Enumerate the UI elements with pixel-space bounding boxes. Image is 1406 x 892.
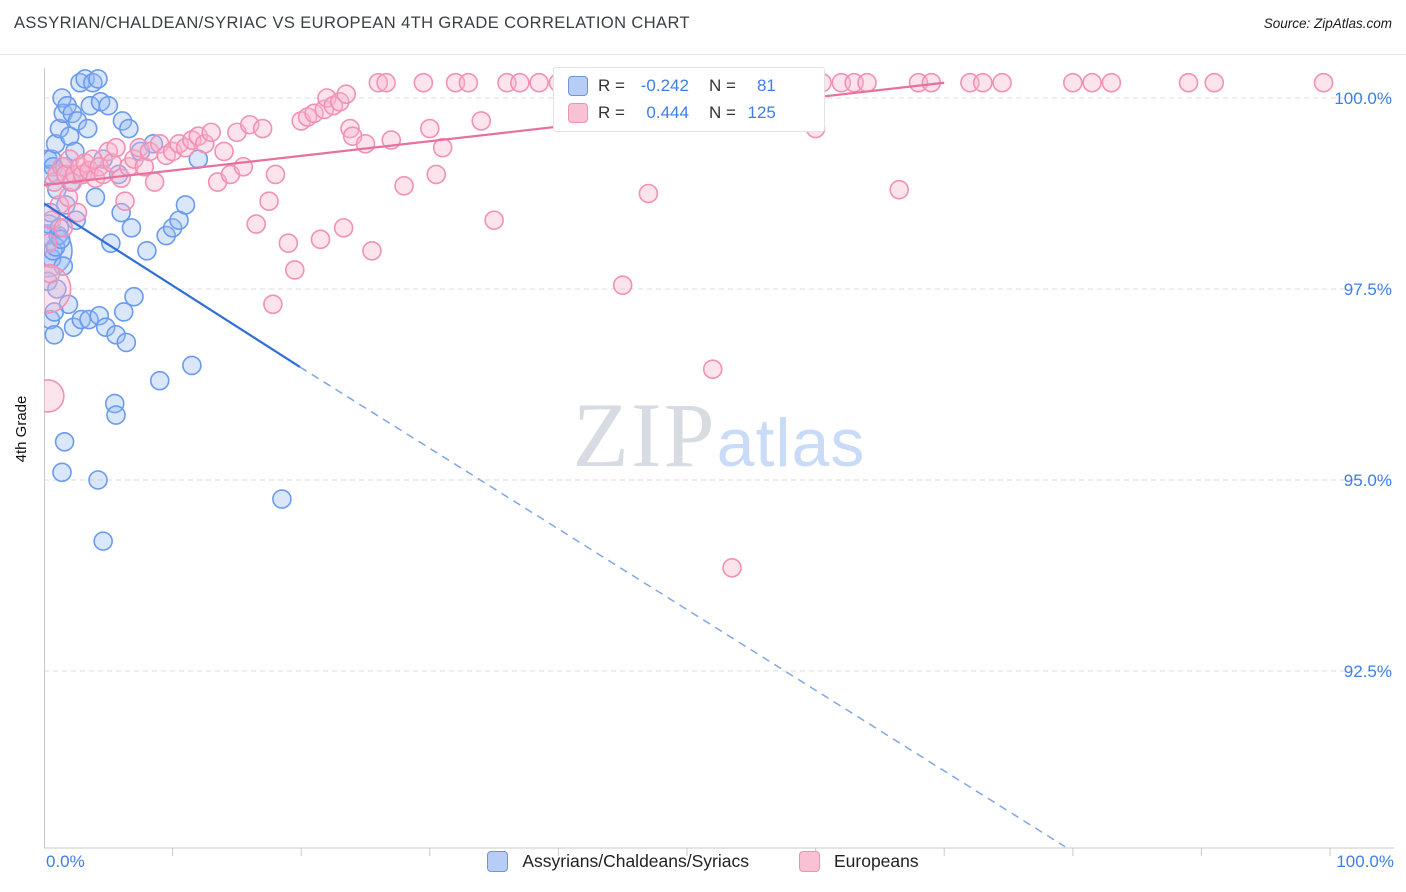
scatter-plot: 100.0% 97.5% 95.0% 92.5% (44, 68, 1394, 856)
r-value: 0.444 (646, 103, 689, 122)
legend-label-assyrians: Assyrians/Chaldeans/Syriacs (522, 851, 749, 871)
y-axis-label: 4th Grade (13, 395, 30, 463)
n-label: N = (708, 76, 736, 95)
svg-text:95.0%: 95.0% (1344, 471, 1392, 490)
svg-text:97.5%: 97.5% (1344, 280, 1392, 299)
n-value: 125 (747, 103, 776, 122)
source-attribution: Source: ZipAtlas.com (1263, 16, 1392, 31)
legend-label-europeans: Europeans (833, 851, 919, 871)
n-label: N = (708, 103, 736, 122)
x-axis-min-label: 0.0% (46, 852, 85, 871)
header-divider (0, 54, 1406, 55)
stats-row-assyrians: R = -0.242 N = 81 (568, 76, 810, 96)
x-axis-max-label: 100.0% (1336, 852, 1394, 871)
stats-row-europeans: R = 0.444 N = 125 (568, 103, 810, 123)
pink-series-swatch-icon (568, 103, 588, 123)
r-value: -0.242 (640, 76, 689, 95)
blue-series-swatch-icon (568, 76, 588, 96)
pink-series-swatch-icon (798, 851, 820, 872)
blue-series-swatch-icon (487, 851, 509, 872)
stats-legend-box: R = -0.242 N = 81 R = 0.444 N = 125 (553, 67, 825, 132)
svg-text:92.5%: 92.5% (1344, 662, 1392, 681)
r-label: R = (598, 103, 625, 122)
n-value: 81 (756, 76, 776, 95)
series-legend: Assyrians/Chaldeans/Syriacs Europeans (0, 851, 1406, 872)
svg-text:100.0%: 100.0% (1334, 89, 1392, 108)
r-label: R = (598, 76, 625, 95)
page-title: ASSYRIAN/CHALDEAN/SYRIAC VS EUROPEAN 4TH… (14, 14, 690, 32)
